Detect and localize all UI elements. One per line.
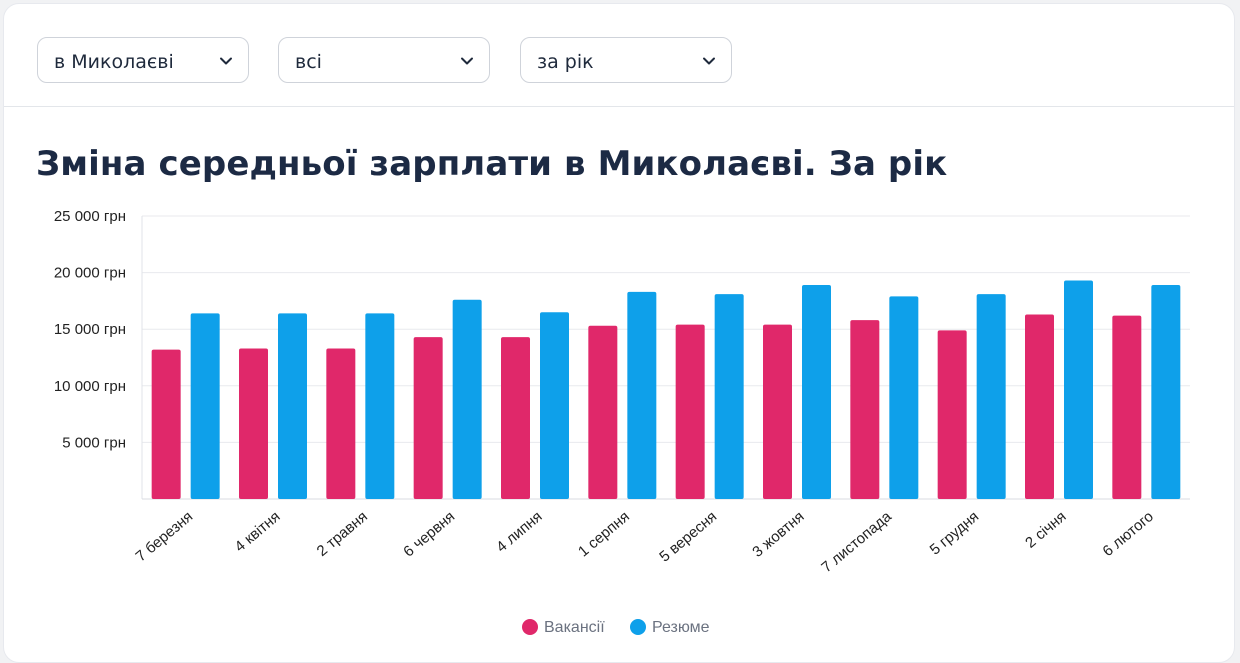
bar-resumes	[452, 299, 482, 499]
chevron-down-icon	[461, 57, 473, 65]
period-select-value: за рік	[537, 51, 594, 73]
bar-resumes	[976, 294, 1006, 499]
x-tick-label: 2 січня	[1022, 508, 1069, 552]
bar-resumes	[278, 313, 307, 499]
bar-resumes	[1151, 285, 1181, 499]
legend-resumes-label: Резюме	[652, 619, 710, 636]
y-tick-label: 5 000 грн	[62, 434, 126, 451]
category-select[interactable]: всі	[278, 37, 490, 83]
bar-vacancies	[588, 325, 618, 499]
x-tick-label: 6 лютого	[1099, 508, 1156, 560]
x-tick-label: 2 травня	[314, 508, 371, 560]
chevron-down-icon	[220, 57, 232, 65]
bar-vacancies	[239, 348, 268, 499]
bar-resumes	[1064, 280, 1093, 499]
bar-resumes	[365, 313, 395, 499]
bar-resumes	[889, 296, 919, 499]
x-tick-label: 1 серпня	[575, 508, 633, 560]
city-select[interactable]: в Миколаєві	[37, 37, 249, 83]
bar-vacancies	[1025, 314, 1054, 499]
header-divider	[4, 106, 1234, 107]
bar-vacancies	[1112, 315, 1142, 499]
x-tick-label: 3 жовтня	[749, 508, 807, 561]
x-tick-label: 5 вересня	[656, 508, 720, 566]
bar-vacancies	[763, 324, 792, 499]
period-select[interactable]: за рік	[520, 37, 732, 83]
bar-vacancies	[501, 337, 530, 499]
legend-vacancies-label: Вакансії	[544, 619, 605, 636]
bar-resumes	[190, 313, 220, 499]
bar-vacancies	[326, 348, 356, 499]
bar-resumes	[714, 294, 744, 499]
chart-title: Зміна середньої зарплати в Миколаєві. За…	[36, 144, 948, 184]
y-tick-label: 15 000 грн	[54, 321, 126, 338]
bar-vacancies	[151, 349, 181, 499]
legend-resumes-swatch	[630, 619, 646, 635]
city-select-value: в Миколаєві	[54, 51, 174, 73]
y-tick-label: 10 000 грн	[54, 378, 126, 395]
y-tick-label: 25 000 грн	[54, 208, 126, 225]
category-select-value: всі	[295, 51, 322, 73]
chevron-down-icon	[703, 57, 715, 65]
bar-resumes	[802, 285, 831, 499]
y-tick-label: 20 000 грн	[54, 265, 126, 282]
x-tick-label: 7 березня	[133, 508, 197, 565]
legend-vacancies-swatch	[522, 619, 538, 635]
bar-vacancies	[675, 324, 705, 499]
x-tick-label: 5 грудня	[927, 508, 983, 559]
bar-vacancies	[413, 337, 443, 499]
x-tick-label: 6 червня	[400, 508, 458, 560]
bar-resumes	[627, 291, 657, 499]
x-tick-label: 4 липня	[493, 508, 545, 556]
bar-vacancies	[937, 330, 967, 499]
x-tick-label: 4 квітня	[232, 508, 284, 556]
bar-vacancies	[850, 320, 880, 499]
bar-resumes	[540, 312, 569, 499]
x-tick-label: 7 листопада	[818, 508, 895, 577]
